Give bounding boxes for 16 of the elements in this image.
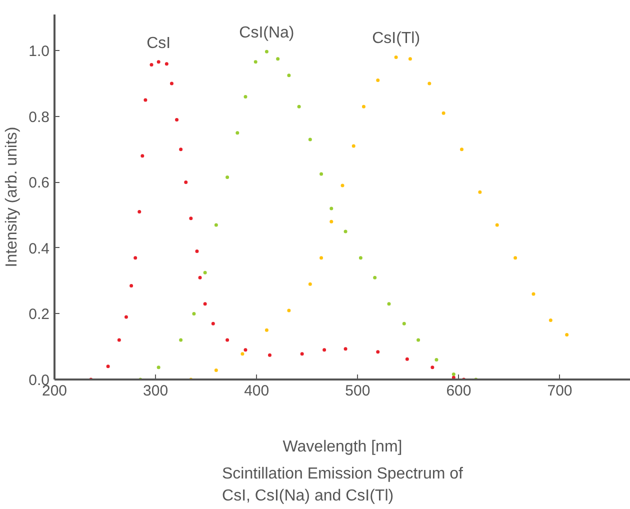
series-label: CsI(Na) (239, 24, 294, 42)
series-label: CsI (146, 34, 171, 52)
y-tick-label: 0.2 (28, 306, 50, 324)
text: Scintillation Emission Spectrum of CsI, CsI(Na) and CsI(Tl) (222, 465, 464, 504)
y-tick-label: 0.6 (28, 174, 50, 192)
x-tick-label: 400 (244, 382, 270, 400)
x-tick-label: 300 (143, 382, 168, 400)
y-tick-label: 0.4 (28, 240, 50, 258)
x-tick-label: 700 (547, 382, 572, 400)
series-label: CsI(Tl) (372, 30, 420, 48)
y-tick-label: 1.0 (28, 43, 50, 60)
x-axis-title: Wavelength [nm] (282, 438, 402, 456)
x-tick-label: 600 (446, 382, 472, 400)
y-axis-title: Intensity (arb. units) (4, 126, 21, 268)
y-tick-label: 0.8 (28, 108, 50, 126)
x-tick-label: 500 (345, 382, 370, 400)
